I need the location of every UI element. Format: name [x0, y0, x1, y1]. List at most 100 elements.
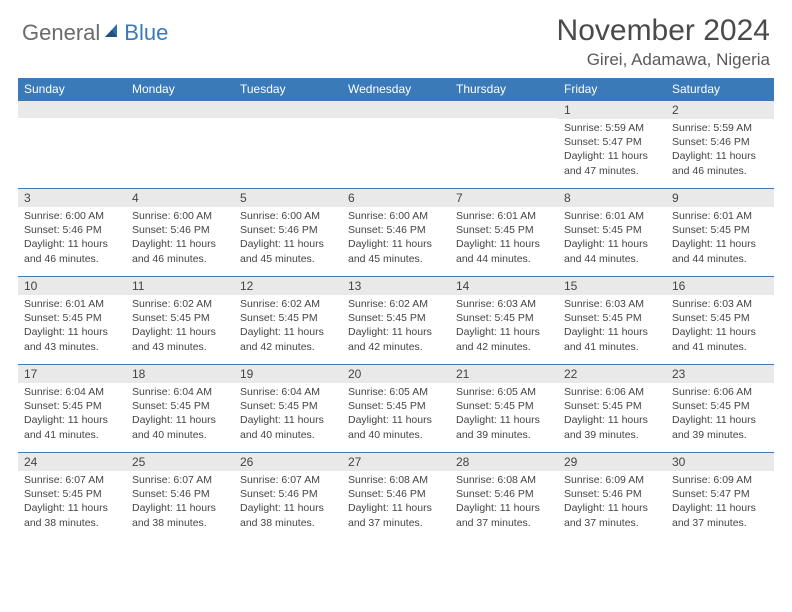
day-number: 19 — [234, 365, 342, 383]
sunrise-line: Sunrise: 6:01 AM — [564, 209, 660, 223]
calendar-day-cell: 10Sunrise: 6:01 AMSunset: 5:45 PMDayligh… — [18, 277, 126, 365]
daylight-line: Daylight: 11 hours and 37 minutes. — [564, 501, 660, 529]
brand-part2: Blue — [124, 20, 168, 46]
sunrise-line: Sunrise: 6:03 AM — [564, 297, 660, 311]
calendar-day-cell — [450, 101, 558, 189]
calendar-day-cell: 26Sunrise: 6:07 AMSunset: 5:46 PMDayligh… — [234, 453, 342, 541]
daylight-line: Daylight: 11 hours and 43 minutes. — [132, 325, 228, 353]
day-details: Sunrise: 6:05 AMSunset: 5:45 PMDaylight:… — [450, 383, 558, 446]
day-number — [18, 101, 126, 118]
sunset-line: Sunset: 5:45 PM — [24, 311, 120, 325]
day-details: Sunrise: 6:07 AMSunset: 5:46 PMDaylight:… — [234, 471, 342, 534]
calendar-day-cell — [126, 101, 234, 189]
sunrise-line: Sunrise: 5:59 AM — [564, 121, 660, 135]
brand-logo: General Blue — [22, 14, 168, 46]
daylight-line: Daylight: 11 hours and 37 minutes. — [672, 501, 768, 529]
sunset-line: Sunset: 5:45 PM — [564, 223, 660, 237]
day-number: 11 — [126, 277, 234, 295]
sunset-line: Sunset: 5:46 PM — [240, 487, 336, 501]
sunset-line: Sunset: 5:46 PM — [564, 487, 660, 501]
day-number: 27 — [342, 453, 450, 471]
day-details: Sunrise: 6:00 AMSunset: 5:46 PMDaylight:… — [234, 207, 342, 270]
location-label: Girei, Adamawa, Nigeria — [557, 50, 770, 70]
day-number: 15 — [558, 277, 666, 295]
sunrise-line: Sunrise: 5:59 AM — [672, 121, 768, 135]
sunset-line: Sunset: 5:46 PM — [348, 487, 444, 501]
weekday-header: Monday — [126, 78, 234, 101]
calendar-day-cell: 18Sunrise: 6:04 AMSunset: 5:45 PMDayligh… — [126, 365, 234, 453]
sunset-line: Sunset: 5:46 PM — [348, 223, 444, 237]
daylight-line: Daylight: 11 hours and 46 minutes. — [672, 149, 768, 177]
weekday-header-row: Sunday Monday Tuesday Wednesday Thursday… — [18, 78, 774, 101]
weekday-header: Tuesday — [234, 78, 342, 101]
daylight-line: Daylight: 11 hours and 41 minutes. — [672, 325, 768, 353]
sunrise-line: Sunrise: 6:03 AM — [672, 297, 768, 311]
calendar-day-cell: 28Sunrise: 6:08 AMSunset: 5:46 PMDayligh… — [450, 453, 558, 541]
weekday-header: Saturday — [666, 78, 774, 101]
day-details: Sunrise: 6:04 AMSunset: 5:45 PMDaylight:… — [126, 383, 234, 446]
day-details: Sunrise: 6:01 AMSunset: 5:45 PMDaylight:… — [558, 207, 666, 270]
day-details: Sunrise: 6:02 AMSunset: 5:45 PMDaylight:… — [126, 295, 234, 358]
day-number: 9 — [666, 189, 774, 207]
day-details — [450, 118, 558, 178]
sunset-line: Sunset: 5:45 PM — [348, 311, 444, 325]
calendar-day-cell: 14Sunrise: 6:03 AMSunset: 5:45 PMDayligh… — [450, 277, 558, 365]
sunrise-line: Sunrise: 6:07 AM — [240, 473, 336, 487]
daylight-line: Daylight: 11 hours and 37 minutes. — [348, 501, 444, 529]
day-number: 10 — [18, 277, 126, 295]
day-details: Sunrise: 6:03 AMSunset: 5:45 PMDaylight:… — [666, 295, 774, 358]
daylight-line: Daylight: 11 hours and 42 minutes. — [348, 325, 444, 353]
daylight-line: Daylight: 11 hours and 46 minutes. — [132, 237, 228, 265]
sunrise-line: Sunrise: 6:04 AM — [240, 385, 336, 399]
calendar-day-cell: 3Sunrise: 6:00 AMSunset: 5:46 PMDaylight… — [18, 189, 126, 277]
day-number: 8 — [558, 189, 666, 207]
daylight-line: Daylight: 11 hours and 38 minutes. — [240, 501, 336, 529]
daylight-line: Daylight: 11 hours and 39 minutes. — [456, 413, 552, 441]
calendar-day-cell: 16Sunrise: 6:03 AMSunset: 5:45 PMDayligh… — [666, 277, 774, 365]
sunset-line: Sunset: 5:45 PM — [456, 223, 552, 237]
calendar-day-cell — [342, 101, 450, 189]
day-number: 5 — [234, 189, 342, 207]
sunset-line: Sunset: 5:45 PM — [672, 399, 768, 413]
day-details: Sunrise: 6:02 AMSunset: 5:45 PMDaylight:… — [234, 295, 342, 358]
sunset-line: Sunset: 5:45 PM — [132, 399, 228, 413]
sunset-line: Sunset: 5:47 PM — [672, 487, 768, 501]
sunrise-line: Sunrise: 6:01 AM — [24, 297, 120, 311]
day-details: Sunrise: 6:08 AMSunset: 5:46 PMDaylight:… — [342, 471, 450, 534]
calendar-day-cell: 21Sunrise: 6:05 AMSunset: 5:45 PMDayligh… — [450, 365, 558, 453]
day-number: 16 — [666, 277, 774, 295]
calendar-day-cell: 9Sunrise: 6:01 AMSunset: 5:45 PMDaylight… — [666, 189, 774, 277]
calendar-week-row: 17Sunrise: 6:04 AMSunset: 5:45 PMDayligh… — [18, 365, 774, 453]
calendar-day-cell: 29Sunrise: 6:09 AMSunset: 5:46 PMDayligh… — [558, 453, 666, 541]
day-number — [126, 101, 234, 118]
day-details: Sunrise: 6:06 AMSunset: 5:45 PMDaylight:… — [666, 383, 774, 446]
day-number: 22 — [558, 365, 666, 383]
weekday-header: Sunday — [18, 78, 126, 101]
day-number: 3 — [18, 189, 126, 207]
daylight-line: Daylight: 11 hours and 45 minutes. — [240, 237, 336, 265]
sunset-line: Sunset: 5:45 PM — [132, 311, 228, 325]
daylight-line: Daylight: 11 hours and 46 minutes. — [24, 237, 120, 265]
title-block: November 2024 Girei, Adamawa, Nigeria — [557, 14, 770, 70]
sunrise-line: Sunrise: 6:09 AM — [564, 473, 660, 487]
daylight-line: Daylight: 11 hours and 38 minutes. — [24, 501, 120, 529]
calendar-day-cell: 30Sunrise: 6:09 AMSunset: 5:47 PMDayligh… — [666, 453, 774, 541]
day-number: 23 — [666, 365, 774, 383]
sunset-line: Sunset: 5:45 PM — [24, 399, 120, 413]
sunrise-line: Sunrise: 6:00 AM — [240, 209, 336, 223]
day-details: Sunrise: 6:03 AMSunset: 5:45 PMDaylight:… — [558, 295, 666, 358]
daylight-line: Daylight: 11 hours and 42 minutes. — [240, 325, 336, 353]
calendar-day-cell: 17Sunrise: 6:04 AMSunset: 5:45 PMDayligh… — [18, 365, 126, 453]
weekday-header: Wednesday — [342, 78, 450, 101]
calendar-day-cell: 7Sunrise: 6:01 AMSunset: 5:45 PMDaylight… — [450, 189, 558, 277]
calendar-day-cell: 15Sunrise: 6:03 AMSunset: 5:45 PMDayligh… — [558, 277, 666, 365]
calendar-day-cell: 23Sunrise: 6:06 AMSunset: 5:45 PMDayligh… — [666, 365, 774, 453]
sunset-line: Sunset: 5:46 PM — [132, 223, 228, 237]
day-number: 20 — [342, 365, 450, 383]
day-number: 6 — [342, 189, 450, 207]
day-number: 4 — [126, 189, 234, 207]
sunrise-line: Sunrise: 6:02 AM — [348, 297, 444, 311]
day-number: 25 — [126, 453, 234, 471]
sunset-line: Sunset: 5:45 PM — [672, 223, 768, 237]
calendar-day-cell: 22Sunrise: 6:06 AMSunset: 5:45 PMDayligh… — [558, 365, 666, 453]
